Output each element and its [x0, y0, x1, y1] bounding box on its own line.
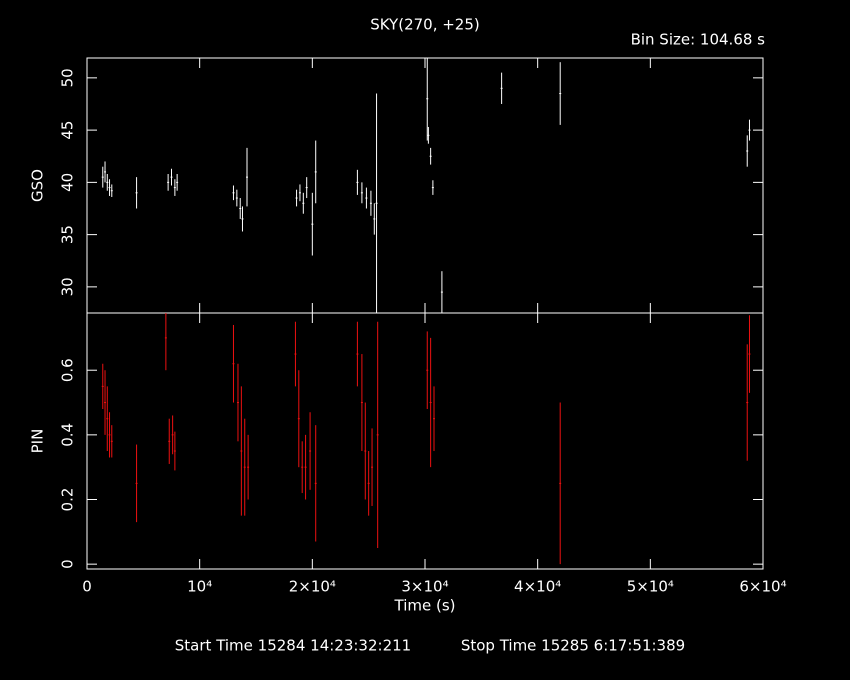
y-tick-label: 45: [59, 121, 77, 140]
x-tick-label: 3×10⁴: [401, 578, 448, 596]
panel-frame: [86, 312, 764, 570]
y-tick-label: 35: [59, 225, 77, 244]
plot-area: [101, 313, 751, 565]
panel-frame: [86, 57, 764, 314]
x-tick-label: 4×10⁴: [514, 578, 561, 596]
x-tick-label: 10⁴: [187, 578, 212, 596]
y-tick-label: 30: [59, 277, 77, 296]
y-tick-label: 0.2: [59, 488, 77, 512]
stop-time: Stop Time 15285 6:17:51:389: [461, 637, 685, 655]
y-axis-label: PIN: [29, 429, 47, 454]
y-tick-label: 0.4: [59, 423, 77, 447]
start-time: Start Time 15284 14:23:32:211: [175, 637, 411, 655]
y-tick-label: 0: [59, 559, 77, 569]
bin-size: Bin Size: 104.68 s: [631, 31, 766, 49]
x-tick-label: 2×10⁴: [289, 578, 336, 596]
x-tick-label: 5×10⁴: [627, 578, 674, 596]
y-tick-label: 50: [59, 68, 77, 87]
y-axis-label: GSO: [29, 169, 47, 202]
x-axis-label: Time (s): [394, 597, 456, 615]
x-tick-label: 6×10⁴: [739, 578, 786, 596]
y-tick-label: 0.6: [59, 358, 77, 382]
y-tick-label: 40: [59, 173, 77, 192]
plot-area: [101, 58, 751, 313]
chart-title: SKY(270, +25): [370, 16, 480, 34]
x-tick-label: 0: [82, 578, 92, 596]
